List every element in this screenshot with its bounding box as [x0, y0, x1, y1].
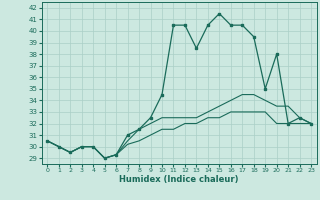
X-axis label: Humidex (Indice chaleur): Humidex (Indice chaleur) [119, 175, 239, 184]
